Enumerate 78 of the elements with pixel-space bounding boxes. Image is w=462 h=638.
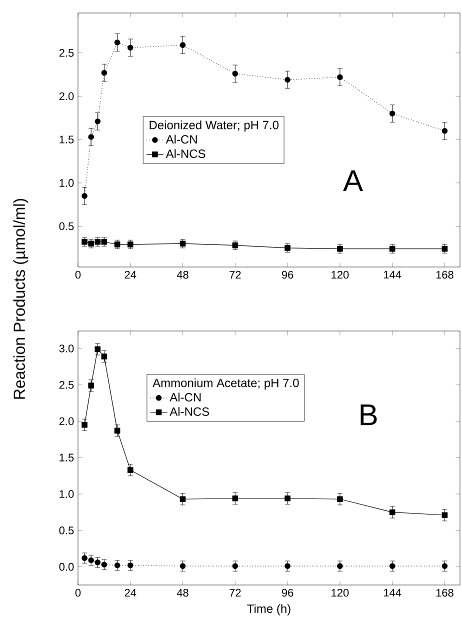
point [232, 563, 238, 569]
point [337, 563, 343, 569]
point [389, 509, 396, 516]
annotation: B [360, 404, 377, 426]
y-tick-label: 0.0 [59, 562, 74, 571]
point [127, 242, 134, 248]
x-tick-label: 0 [75, 588, 81, 597]
point [114, 242, 120, 248]
point [284, 495, 290, 502]
x-tick-label: 168 [436, 588, 454, 597]
point [127, 562, 134, 568]
point [94, 560, 101, 566]
x-tick-label: 96 [282, 270, 294, 279]
point [88, 134, 94, 140]
y-tick-label: 1.0 [60, 490, 74, 498]
legend-label: Al-NCS [166, 149, 206, 158]
x-tick-label: 72 [230, 588, 241, 597]
point [114, 562, 120, 568]
point [82, 555, 88, 561]
point [442, 512, 448, 518]
point [180, 563, 186, 569]
point [389, 563, 396, 569]
point [284, 76, 290, 83]
x-tick-label: 96 [282, 588, 294, 597]
y-tick-label: 2.5 [59, 48, 74, 57]
point [94, 346, 101, 352]
point [82, 422, 88, 428]
annotation: A [343, 170, 363, 191]
y-tick-label: 2.5 [59, 380, 74, 389]
x-tick-label: 48 [176, 270, 188, 279]
point [284, 245, 290, 251]
point [232, 495, 238, 502]
x-tick-label: 144 [384, 588, 402, 596]
point [101, 354, 108, 360]
legend-label: Al-CN [170, 392, 201, 402]
y-tick-label: 0.5 [59, 526, 74, 534]
point [232, 70, 238, 77]
y-tick-label: 3.0 [59, 344, 74, 352]
point [101, 562, 108, 568]
point [284, 563, 290, 569]
point [114, 40, 120, 46]
x-tick-label: 24 [124, 588, 136, 597]
point [94, 118, 101, 124]
y-tick-label: 2.0 [59, 92, 74, 100]
y-tick-label: 2.0 [59, 417, 74, 426]
point [442, 128, 448, 134]
legend-label: Al-NCS [170, 407, 210, 416]
point [180, 496, 186, 502]
point [180, 42, 186, 48]
y-tick-label: 1.0 [60, 179, 74, 187]
x-tick-label: 120 [332, 588, 349, 597]
y-tick-label: 1.5 [60, 136, 74, 144]
x-tick-label: 168 [436, 270, 454, 279]
y-axis-title: Reaction Products (µmol/ml) [13, 198, 28, 399]
y-tick-label: 0.5 [59, 222, 74, 230]
x-tick-label: 72 [230, 270, 241, 279]
x-tick-label: 0 [75, 270, 81, 279]
point [127, 467, 134, 473]
x-axis-title: Time (h) [247, 604, 290, 616]
legend-label: Al-CN [166, 134, 197, 144]
legend-title: Deionized Water; pH 7.0 [150, 120, 279, 132]
point [442, 563, 448, 569]
x-tick-label: 144 [384, 270, 402, 278]
x-tick-label: 120 [332, 270, 349, 279]
point [88, 557, 94, 564]
point [127, 44, 134, 51]
x-tick-label: 48 [176, 588, 188, 597]
point [82, 193, 88, 199]
y-tick-label: 1.5 [60, 454, 74, 462]
point [389, 110, 396, 116]
x-tick-label: 24 [124, 270, 136, 279]
legend-title: Ammonium Acetate; pH 7.0 [152, 378, 299, 390]
point [114, 428, 120, 434]
point [337, 496, 343, 502]
point [337, 74, 343, 80]
point [180, 240, 186, 246]
point [101, 70, 108, 76]
point [88, 382, 94, 388]
